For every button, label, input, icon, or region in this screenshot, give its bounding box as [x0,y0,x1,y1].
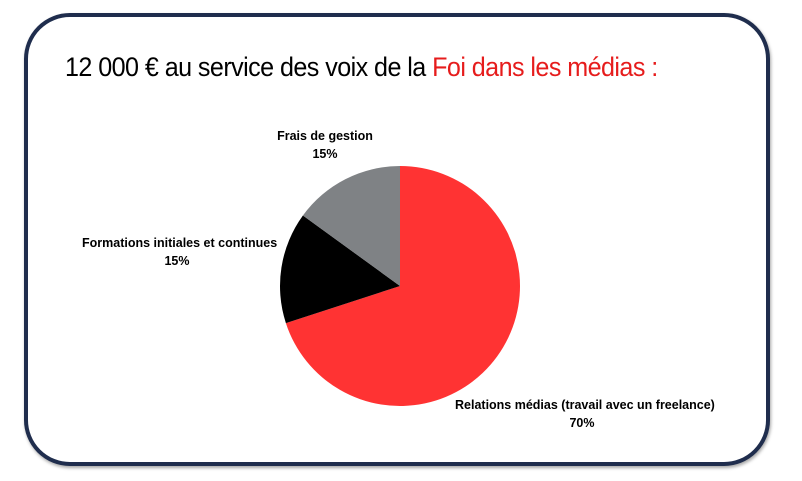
title-accent-text: Foi dans les médias : [432,52,658,82]
slice-label-relations-medias: Relations médias (travail avec un freela… [455,396,715,432]
slice-label-name: Relations médias (travail avec un freela… [455,398,715,412]
pie-slice-0 [285,166,520,406]
pie-slice-1 [280,215,400,324]
slice-label-frais-gestion: Frais de gestion 15% [265,127,385,163]
slide-title: 12 000 € au service des voix de la Foi d… [65,52,658,83]
slice-label-value: 15% [312,147,338,161]
title-main-text: 12 000 € au service des voix de la [65,52,433,82]
slice-label-formations: Formations initiales et continues 15% [82,234,278,270]
slice-label-name: Formations initiales et continues [82,236,278,250]
slice-label-value: 70% [569,416,595,430]
pie-slice-2 [302,166,400,286]
slice-label-name: Frais de gestion [277,129,373,143]
slice-label-value: 15% [164,254,190,268]
